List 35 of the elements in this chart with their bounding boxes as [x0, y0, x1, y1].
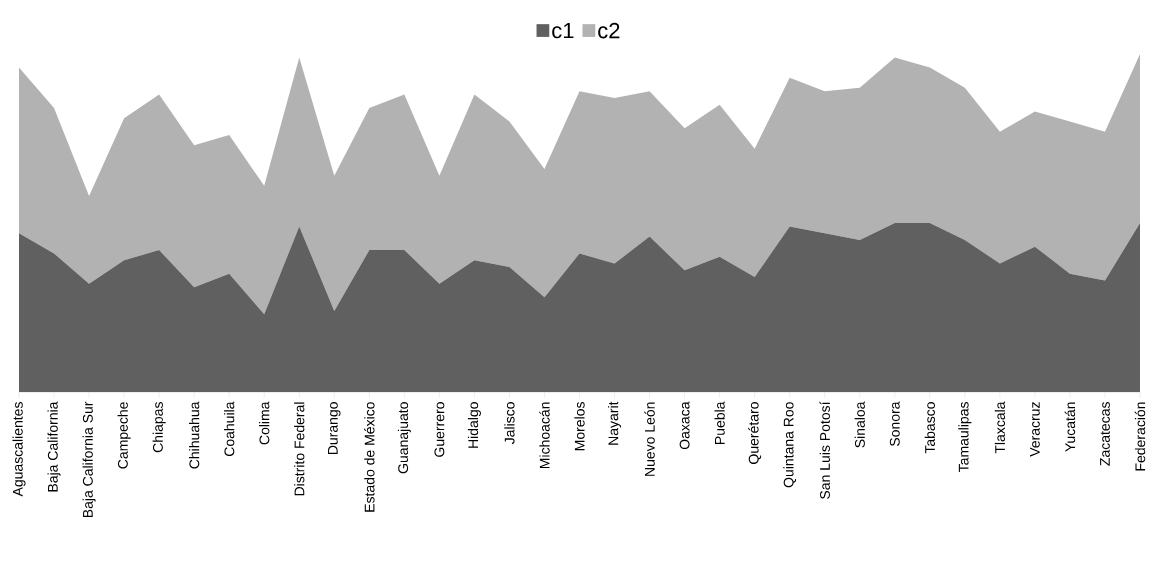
x-tick-label: Hidalgo [467, 402, 481, 448]
x-tick-label: Distrito Federal [294, 402, 305, 496]
x-tick-label: Chihuahua [189, 401, 200, 469]
x-tick-label: Sonora [889, 401, 900, 447]
x-tick-label: Estado de México [364, 402, 375, 512]
x-tick-label: Coahuila [224, 401, 235, 457]
x-tick-label: Guanajuato [397, 402, 411, 474]
x-tick-label: Baja California Sur [82, 401, 96, 518]
x-tick-label: Sinaloa [854, 401, 865, 448]
x-tick-label: Tabasco [924, 402, 935, 454]
x-tick-label: Tlaxcala [994, 401, 1006, 454]
x-tick-label: Federación [1134, 402, 1146, 471]
x-tick-label: Puebla [714, 401, 725, 444]
x-tick-label: Oaxaca [679, 401, 690, 450]
x-tick-label: Guerrero [434, 402, 445, 457]
x-tick-label: Chiapas [152, 402, 166, 453]
x-tick-label: Durango [328, 402, 341, 455]
x-tick-label: Zacatecas [1100, 402, 1110, 466]
x-tick-label: Colima [259, 401, 270, 445]
x-tick-label: San Luis Potosí [819, 401, 830, 499]
x-tick-label: Tamaulipas [958, 402, 972, 473]
x-tick-label: Morelos [574, 402, 585, 451]
x-tick-label: Baja California [47, 401, 61, 492]
x-tick-label: Michoacán [539, 402, 550, 469]
x-tick-label: Aguascalientes [12, 402, 26, 497]
legend-label: c1 [552, 22, 574, 39]
x-tick-label: Jalisco [504, 402, 515, 445]
x-tick-label: Nayarit [608, 401, 622, 445]
legend-label: c2 [598, 22, 620, 39]
x-tick-label: Yucatán [1064, 402, 1076, 452]
x-tick-label: Nuevo León [644, 402, 655, 476]
x-tick-label: Quintana Roo [783, 402, 797, 488]
x-tick-label: Querétaro [748, 402, 762, 464]
x-tick-label: Veracruz [1030, 402, 1040, 457]
x-tick-label: Campeche [117, 402, 131, 469]
